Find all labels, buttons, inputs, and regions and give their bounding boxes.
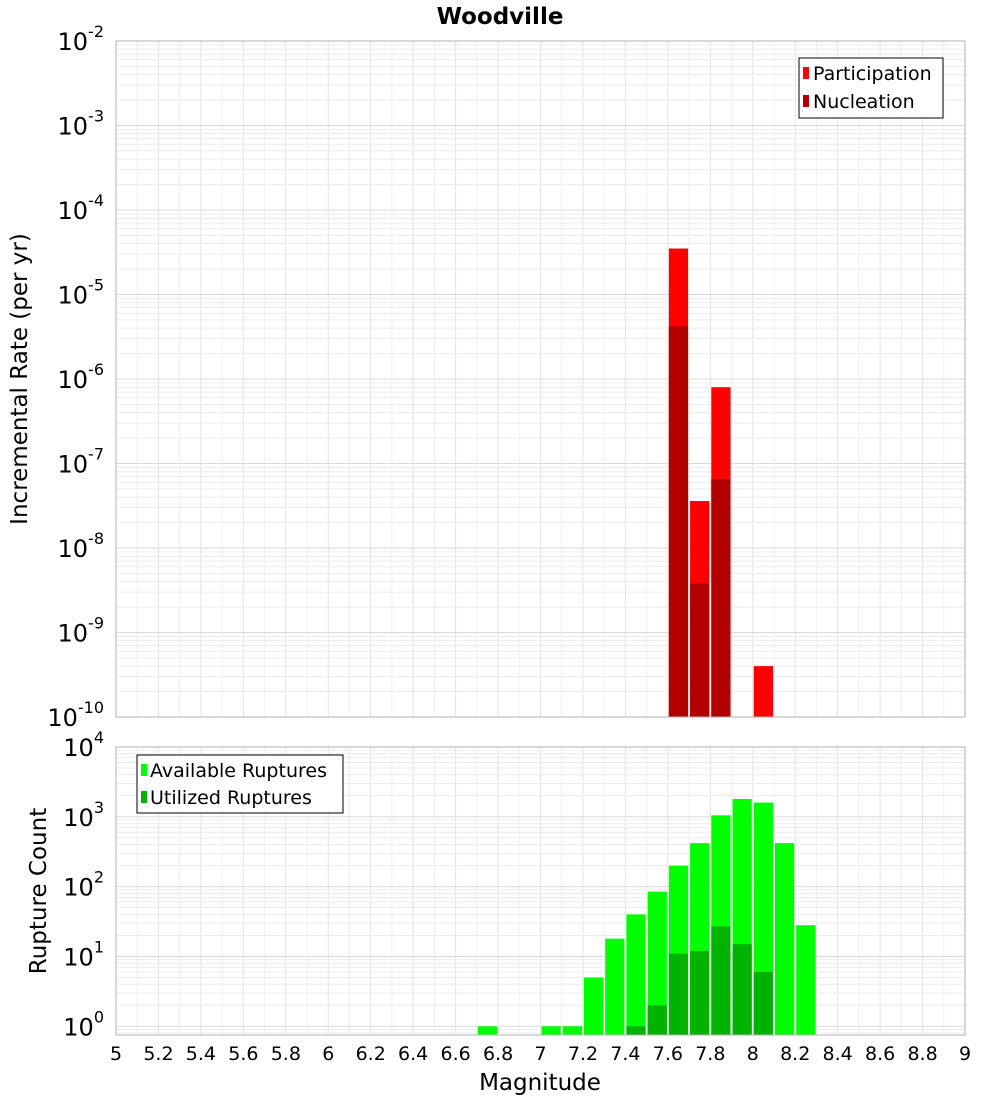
x-tick-label: 7.6 [653,1043,683,1065]
chart-title: Woodville [437,4,564,30]
rate-bar-primary [753,666,773,717]
y-tick-label: 103 [63,798,104,832]
y-tick-label: 10-6 [58,360,105,394]
magnitude-x-tick-labels: 5 5.2 5.4 5.6 5.8 6 6.2 6.4 6.6 6.8 7 7.2 7.4 7.6 7.8 8… [110,1043,971,1065]
rate-legend-box [798,57,944,119]
available-legend-swatch [141,764,147,776]
y-tick-label: 102 [63,868,104,902]
x-tick-label: 8 [747,1043,759,1065]
count-y-tick-labels: 100 101 102 103 104 [63,728,104,1041]
x-tick-label: 8.6 [865,1043,895,1065]
count-legend: Available Ruptures Utilized Ruptures [136,754,344,814]
y-tick-label: 10-2 [58,22,105,56]
rate-gridlines [116,41,965,717]
rate-y-axis-label: Incremental Rate (per yr) [7,233,33,525]
y-tick-label: 10-9 [58,614,105,648]
nucleation-legend-swatch [803,95,809,107]
rate-bar-overlay [690,583,710,717]
count-bar-overlay [690,950,710,1035]
rate-panel: 10-10 10-9 10-8 10-7 10-6 10-5 10-4 10-3 10-2 In… [7,22,966,732]
rate-plot-border [115,40,966,718]
rate-bar-overlay [668,326,689,717]
count-bar-primary [562,1026,582,1035]
count-bar-overlay [711,926,731,1035]
count-bar-primary [583,977,604,1035]
count-plot-border [115,746,966,1036]
x-tick-label: 6.6 [440,1043,470,1065]
count-bars [477,798,816,1035]
count-y-axis-label: Rupture Count [26,808,52,974]
count-bar-overlay [626,1026,646,1035]
x-tick-label: 5 [110,1043,122,1065]
count-bar-primary [774,843,795,1035]
x-tick-label: 7.4 [610,1043,640,1065]
x-tick-label: 5.4 [186,1043,216,1065]
x-tick-label: 6.2 [356,1043,386,1065]
x-axis-label: Magnitude [479,1070,601,1096]
x-tick-label: 9 [959,1043,971,1065]
y-tick-label: 10-7 [58,445,105,479]
x-tick-label: 7 [534,1043,546,1065]
participation-legend-swatch [803,67,809,79]
x-tick-label: 8.2 [780,1043,810,1065]
count-bar-overlay [732,944,752,1035]
y-tick-label: 10-10 [47,698,104,732]
y-tick-label: 10-3 [58,107,105,141]
rate-bars [668,248,773,717]
y-tick-label: 10-4 [58,191,105,225]
y-tick-label: 10-5 [58,276,105,310]
count-legend-box [136,754,344,814]
x-tick-label: 6 [322,1043,334,1065]
count-bar-primary [477,1026,498,1035]
count-panel: 100 101 102 103 104 5 5.2 5.4 5.6 5.8 6 6.2 6.4 6.6 6… [26,728,971,1096]
utilized-legend-label: Utilized Ruptures [150,787,312,809]
x-tick-label: 5.2 [143,1043,173,1065]
participation-legend-label: Participation [813,63,932,85]
count-bar-primary [796,925,816,1035]
count-bar-primary [626,914,646,1035]
y-tick-label: 10-8 [58,529,105,563]
x-tick-label: 6.8 [483,1043,513,1065]
y-tick-label: 104 [63,728,104,762]
rate-y-tick-labels: 10-10 10-9 10-8 10-7 10-6 10-5 10-4 10-3 10-2 [47,22,104,732]
x-tick-label: 8.8 [907,1043,937,1065]
utilized-legend-swatch [141,791,147,803]
count-gridlines [116,747,965,1035]
x-tick-label: 5.8 [271,1043,301,1065]
y-tick-label: 100 [63,1007,104,1041]
y-tick-label: 101 [63,937,104,971]
rate-legend: Participation Nucleation [798,57,944,119]
rate-bar-overlay [711,479,731,717]
available-legend-label: Available Ruptures [150,760,327,782]
x-tick-label: 8.4 [823,1043,853,1065]
count-bar-overlay [647,1005,667,1035]
nucleation-legend-label: Nucleation [813,91,915,113]
count-bar-overlay [668,953,689,1035]
x-tick-label: 6.4 [398,1043,428,1065]
count-bar-overlay [753,971,773,1035]
x-tick-label: 7.8 [695,1043,725,1065]
count-bar-primary [541,1026,561,1035]
x-tick-label: 7.2 [568,1043,598,1065]
count-bar-primary [647,891,667,1035]
count-bar-primary [605,938,625,1035]
x-tick-label: 5.6 [228,1043,258,1065]
